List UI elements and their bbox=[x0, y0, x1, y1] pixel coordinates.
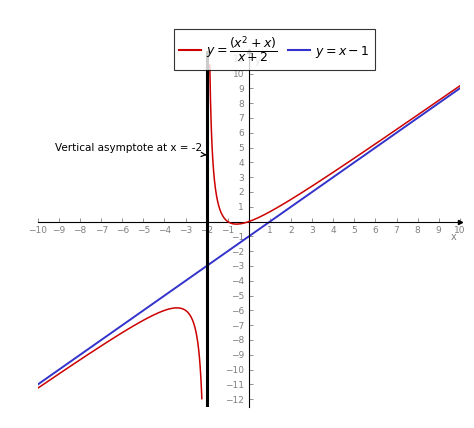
Legend: $y = \dfrac{(x^2 + x)}{x + 2}$, $y = x - 1$: $y = \dfrac{(x^2 + x)}{x + 2}$, $y = x -… bbox=[173, 29, 374, 70]
Text: Vertical asymptote at x = -2: Vertical asymptote at x = -2 bbox=[55, 143, 205, 157]
Text: y: y bbox=[255, 56, 261, 66]
Text: x: x bbox=[451, 232, 456, 242]
